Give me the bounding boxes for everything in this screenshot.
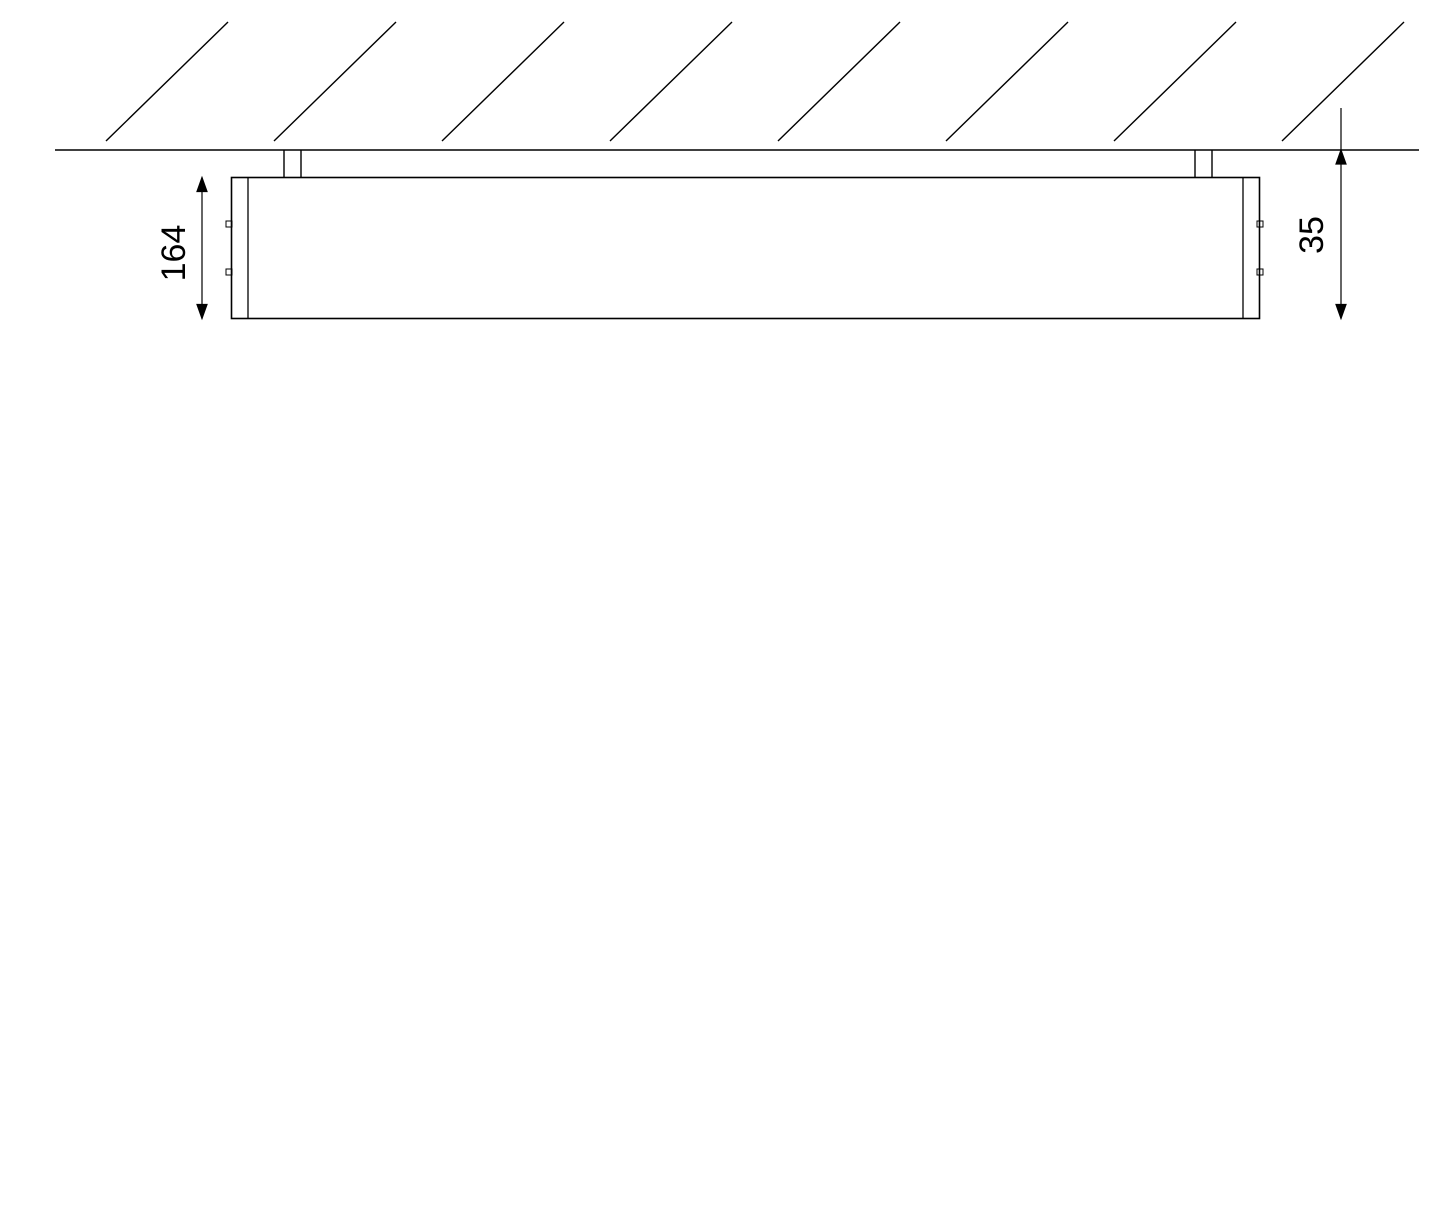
svg-text:35: 35 — [1293, 216, 1331, 254]
svg-text:164: 164 — [155, 225, 193, 282]
